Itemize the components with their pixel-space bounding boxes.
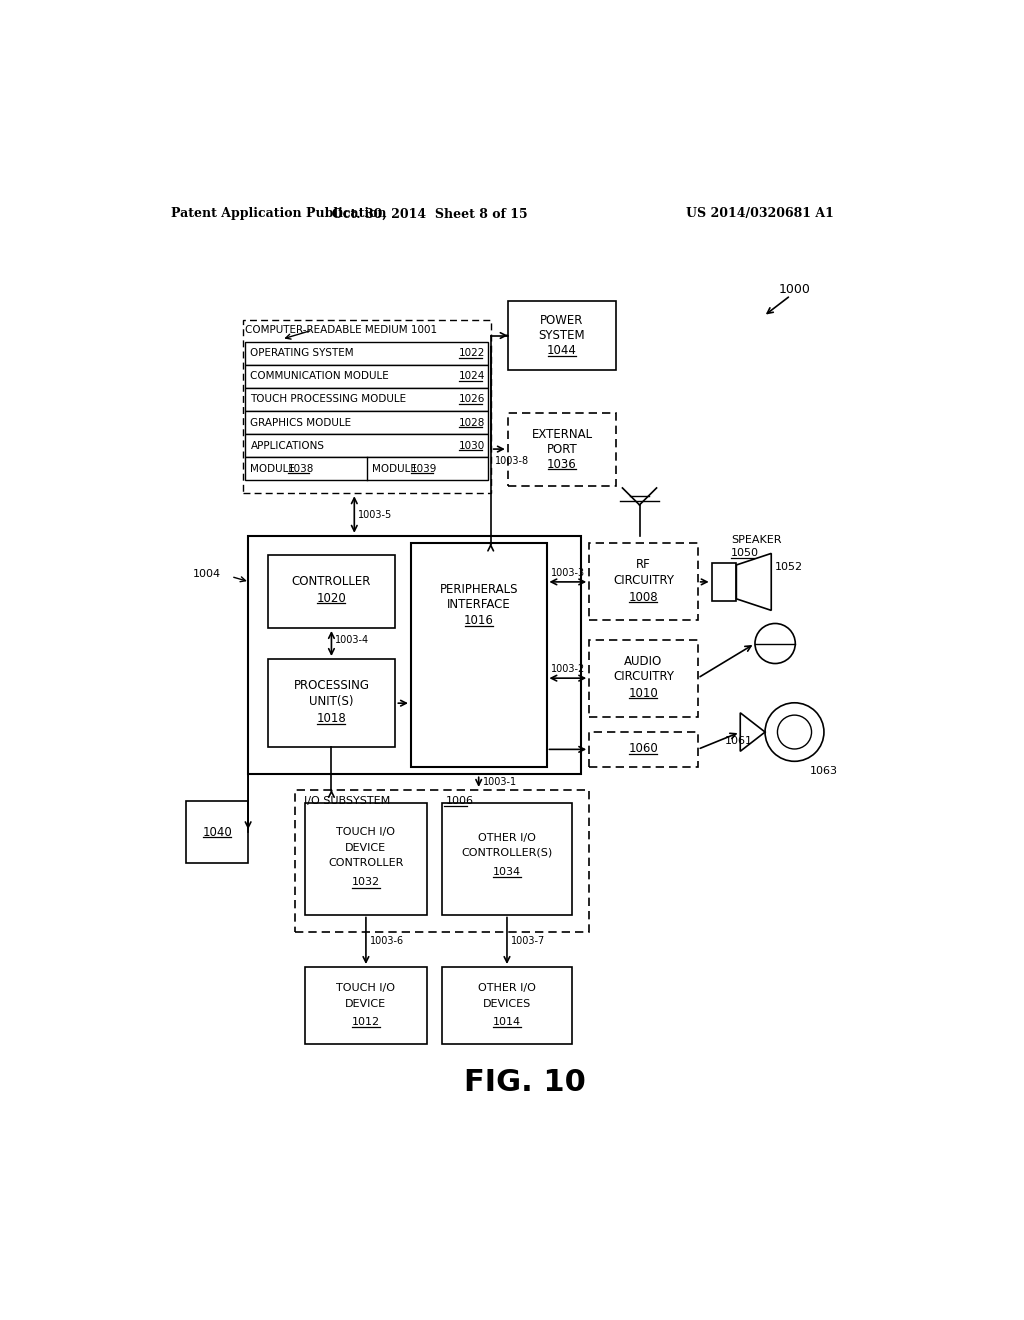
Text: Oct. 30, 2014  Sheet 8 of 15: Oct. 30, 2014 Sheet 8 of 15 — [333, 207, 528, 220]
Bar — [245, 457, 488, 480]
Text: 1010: 1010 — [629, 686, 658, 700]
Text: 1050: 1050 — [731, 548, 759, 558]
Text: 1038: 1038 — [288, 463, 314, 474]
Text: 1008: 1008 — [629, 591, 658, 603]
Text: 1060: 1060 — [629, 742, 658, 755]
Text: 1044: 1044 — [547, 345, 577, 358]
Bar — [589, 544, 697, 620]
Text: 1006: 1006 — [445, 796, 474, 807]
Bar — [589, 733, 697, 767]
Text: AUDIO: AUDIO — [625, 655, 663, 668]
Text: MODULE: MODULE — [372, 463, 417, 474]
Text: 1003-8: 1003-8 — [495, 455, 528, 466]
Text: DEVICE: DEVICE — [345, 999, 386, 1008]
Text: DEVICE: DEVICE — [345, 842, 386, 853]
Text: TOUCH PROCESSING MODULE: TOUCH PROCESSING MODULE — [251, 395, 407, 404]
Text: 1061: 1061 — [725, 737, 753, 746]
Text: SPEAKER: SPEAKER — [731, 535, 781, 545]
Bar — [295, 789, 589, 932]
Text: TOUCH I/O: TOUCH I/O — [337, 983, 395, 994]
Text: APPLICATIONS: APPLICATIONS — [251, 441, 325, 450]
Bar — [508, 413, 616, 486]
Bar — [589, 640, 697, 717]
Text: POWER: POWER — [541, 314, 584, 326]
Text: 1052: 1052 — [775, 561, 803, 572]
Text: US 2014/0320681 A1: US 2014/0320681 A1 — [686, 207, 834, 220]
Bar — [245, 411, 488, 434]
Text: CONTROLLER: CONTROLLER — [292, 576, 371, 589]
Text: Patent Application Publication: Patent Application Publication — [171, 207, 386, 220]
Bar — [712, 562, 736, 601]
Bar — [248, 536, 582, 775]
Text: CONTROLLER(S): CONTROLLER(S) — [462, 847, 553, 858]
Text: GRAPHICS MODULE: GRAPHICS MODULE — [251, 417, 351, 428]
Text: 1024: 1024 — [459, 371, 485, 381]
Text: PROCESSING: PROCESSING — [294, 680, 370, 693]
Text: OTHER I/O: OTHER I/O — [478, 983, 536, 994]
Text: 1020: 1020 — [316, 593, 346, 606]
Text: 1003-3: 1003-3 — [551, 568, 585, 578]
Text: UNIT(S): UNIT(S) — [309, 694, 353, 708]
Text: 1026: 1026 — [459, 395, 485, 404]
Bar — [305, 803, 427, 915]
Text: 1003-4: 1003-4 — [335, 635, 370, 644]
Text: 1040: 1040 — [203, 825, 232, 838]
Text: EXTERNAL: EXTERNAL — [531, 428, 593, 441]
Text: OPERATING SYSTEM: OPERATING SYSTEM — [251, 348, 354, 358]
Bar — [508, 301, 616, 370]
Text: I/O SUBSYSTEM: I/O SUBSYSTEM — [304, 796, 390, 807]
Text: 1003-6: 1003-6 — [370, 936, 403, 945]
Text: OTHER I/O: OTHER I/O — [478, 833, 536, 842]
Text: 1003-2: 1003-2 — [551, 664, 585, 675]
Text: DEVICES: DEVICES — [483, 999, 531, 1008]
Text: 1063: 1063 — [810, 766, 838, 776]
Bar — [411, 544, 547, 767]
Text: TOUCH I/O: TOUCH I/O — [337, 828, 395, 837]
Text: CIRCUITRY: CIRCUITRY — [613, 574, 674, 587]
Text: 1022: 1022 — [459, 348, 485, 358]
Text: SYSTEM: SYSTEM — [539, 329, 586, 342]
Text: 1000: 1000 — [779, 282, 811, 296]
Text: FIG. 10: FIG. 10 — [464, 1068, 586, 1097]
Text: PERIPHERALS: PERIPHERALS — [439, 583, 518, 597]
Text: COMMUNICATION MODULE: COMMUNICATION MODULE — [251, 371, 389, 381]
Text: 1030: 1030 — [459, 441, 485, 450]
Text: 1003-5: 1003-5 — [358, 510, 392, 520]
Text: 1014: 1014 — [493, 1018, 521, 1027]
Bar — [186, 801, 248, 863]
Bar — [267, 554, 395, 628]
Text: 1003-7: 1003-7 — [511, 936, 545, 945]
Text: 1032: 1032 — [352, 878, 380, 887]
Text: RF: RF — [636, 558, 650, 572]
Text: 1034: 1034 — [493, 867, 521, 878]
Text: CIRCUITRY: CIRCUITRY — [613, 671, 674, 684]
Text: MODULE: MODULE — [251, 463, 295, 474]
Bar — [243, 321, 490, 494]
Bar — [305, 966, 427, 1044]
Text: 1003-1: 1003-1 — [482, 777, 517, 787]
Text: CONTROLLER: CONTROLLER — [329, 858, 403, 869]
Text: 1016: 1016 — [464, 614, 494, 627]
Bar — [267, 659, 395, 747]
Text: 1028: 1028 — [459, 417, 485, 428]
Text: INTERFACE: INTERFACE — [446, 598, 511, 611]
Text: 1012: 1012 — [352, 1018, 380, 1027]
Text: COMPUTER-READABLE MEDIUM 1001: COMPUTER-READABLE MEDIUM 1001 — [245, 325, 437, 335]
Text: 1039: 1039 — [411, 463, 437, 474]
Bar — [245, 364, 488, 388]
Bar — [245, 434, 488, 457]
Bar — [245, 342, 488, 364]
Bar — [245, 388, 488, 411]
Text: PORT: PORT — [547, 444, 578, 455]
Text: 1018: 1018 — [316, 713, 346, 726]
Text: 1004: 1004 — [193, 569, 221, 579]
Bar — [442, 803, 572, 915]
Text: 1036: 1036 — [547, 458, 577, 471]
Bar — [442, 966, 572, 1044]
